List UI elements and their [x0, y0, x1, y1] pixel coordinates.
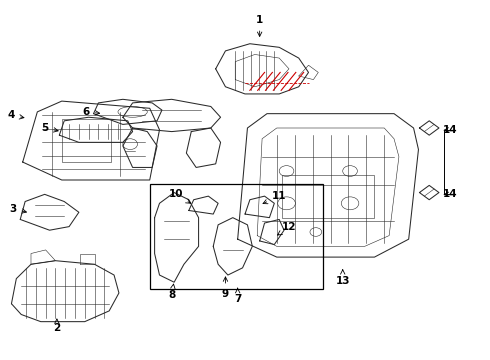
Text: 2: 2: [53, 319, 60, 333]
Bar: [150, 184, 323, 289]
Text: 6: 6: [83, 107, 99, 117]
Text: 9: 9: [222, 277, 229, 299]
Text: 10: 10: [169, 189, 191, 203]
Text: 3: 3: [9, 204, 26, 214]
Text: 1: 1: [256, 15, 263, 36]
Text: 14: 14: [443, 189, 458, 199]
Bar: [62, 119, 111, 162]
Text: 13: 13: [336, 270, 350, 286]
Text: 7: 7: [234, 288, 242, 304]
Text: 5: 5: [41, 123, 58, 133]
Text: 4: 4: [8, 111, 24, 121]
Text: 12: 12: [277, 222, 296, 235]
Text: 8: 8: [168, 284, 175, 301]
Text: 14: 14: [443, 125, 458, 135]
Text: 11: 11: [263, 191, 287, 204]
Bar: [282, 175, 374, 218]
